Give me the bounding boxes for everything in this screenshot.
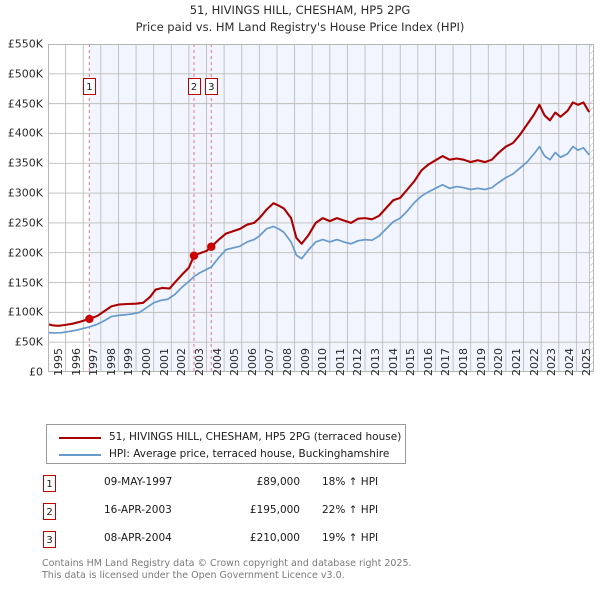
y-axis-tick-label: £550K [7,37,43,51]
row-sale-date: 08-APR-2004 [104,532,172,544]
row-index-badge: 1 [43,475,56,492]
y-axis-tick-label: £500K [7,67,43,81]
row-sale-price: £195,000 [249,504,300,516]
footer-line-1: Contains HM Land Registry data © Crown c… [42,558,412,569]
legend-label-1: 51, HIVINGS HILL, CHESHAM, HP5 2PG (terr… [109,431,402,443]
y-axis-tick-label: £300K [7,186,43,200]
y-axis-tick-label: £200K [7,246,43,260]
y-axis-tick-label: £0 [29,365,43,379]
sale-point-2[interactable] [189,251,199,260]
y-axis-tick-label: £100K [7,305,43,319]
row-index-badge: 2 [43,503,56,520]
chart-flag-2[interactable]: 2 [187,78,201,95]
row-sale-date: 09-MAY-1997 [104,476,173,488]
transactions-table: 1 09-MAY-1997 £89,000 18% ↑ HPI 2 16-APR-2003… [40,472,440,556]
table-row[interactable]: 3 08-APR-2004 £210,000 19% ↑ HPI [40,528,440,556]
series-line-1 [48,101,590,327]
chart-flag-1[interactable]: 1 [82,78,96,95]
row-sale-price: £89,000 [256,476,300,488]
row-hpi-delta: 18% ↑ HPI [322,476,379,488]
row-hpi-delta: 19% ↑ HPI [322,532,379,544]
sale-point-1[interactable] [85,314,94,324]
table-row[interactable]: 2 16-APR-2003 £195,000 22% ↑ HPI [40,500,440,528]
chart-legend: 51, HIVINGS HILL, CHESHAM, HP5 2PG (terr… [46,424,406,464]
page-title: 51, HIVINGS HILL, CHESHAM, HP5 2PG [189,3,411,17]
row-sale-price: £210,000 [249,532,300,544]
footer-line-2: This data is licensed under the Open Gov… [42,570,345,581]
series-line-2 [48,145,590,334]
y-axis-tick-label: £150K [7,276,43,290]
legend-swatch-1 [59,437,101,439]
y-axis-tick-label: £250K [7,216,43,230]
y-axis-tick-label: £350K [7,156,43,170]
page-subtitle: Price paid vs. HM Land Registry's House … [135,20,465,34]
legend-label-2: HPI: Average price, terraced house, Buck… [109,448,390,460]
row-hpi-delta: 22% ↑ HPI [322,504,379,516]
price-chart-plot [48,44,594,372]
y-axis-tick-label: £450K [7,97,43,111]
y-axis-labels: £0 £50K £100K £150K £200K £250K £300K £350K £400… [0,0,45,590]
sale-point-3[interactable] [207,242,216,251]
y-axis-tick-label: £400K [7,126,43,140]
y-axis-tick-label: £50K [14,335,43,349]
row-index-badge: 3 [43,531,56,548]
chart-flag-3[interactable]: 3 [204,78,218,95]
legend-swatch-2 [59,454,101,456]
footer-attribution: Contains HM Land Registry data © Crown c… [42,558,582,582]
row-sale-date: 16-APR-2003 [104,504,172,516]
table-row[interactable]: 1 09-MAY-1997 £89,000 18% ↑ HPI [40,472,440,500]
no-data-hatch-band [589,44,594,372]
